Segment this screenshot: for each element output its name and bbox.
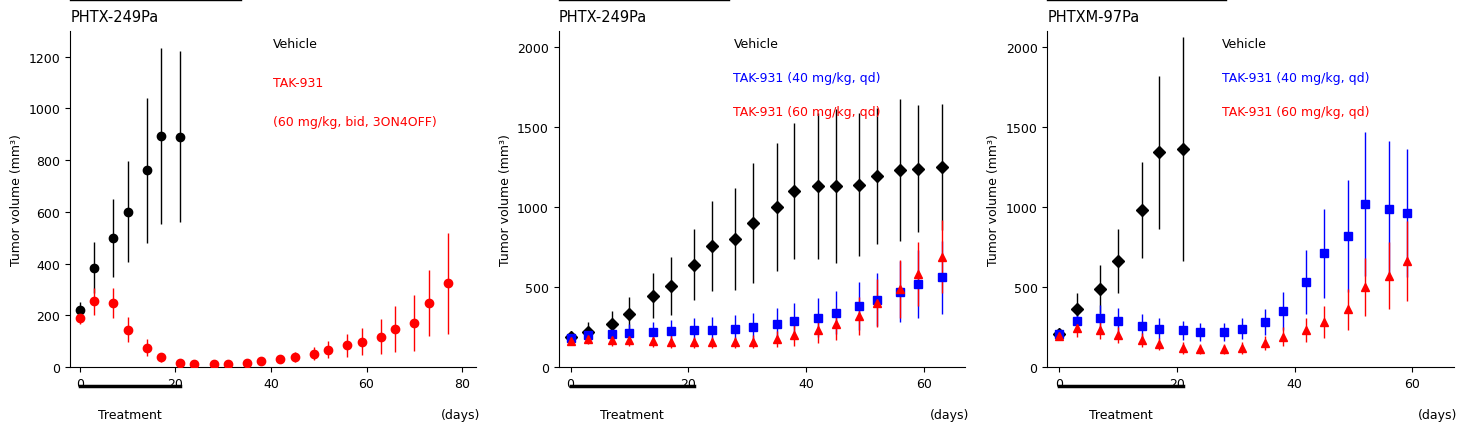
Y-axis label: Tumor volume (mm³): Tumor volume (mm³) (10, 134, 23, 265)
Text: PHTXM-97Pa: PHTXM-97Pa (1047, 10, 1140, 25)
Text: Treatment: Treatment (600, 408, 665, 421)
Text: TAK-931 (60 mg/kg, qd): TAK-931 (60 mg/kg, qd) (1222, 105, 1370, 119)
Text: (days): (days) (1419, 408, 1458, 421)
Text: (60 mg/kg, bid, 3ON4OFF): (60 mg/kg, bid, 3ON4OFF) (273, 116, 437, 129)
Text: (days): (days) (930, 408, 970, 421)
Text: Treatment: Treatment (98, 408, 161, 421)
Text: Vehicle: Vehicle (1222, 38, 1267, 51)
Text: PHTX-249Pa: PHTX-249Pa (70, 10, 158, 25)
Text: TAK-931 (40 mg/kg, qd): TAK-931 (40 mg/kg, qd) (1222, 72, 1370, 85)
Text: TAK-931: TAK-931 (273, 77, 324, 90)
Text: TAK-931 (60 mg/kg, qd): TAK-931 (60 mg/kg, qd) (734, 105, 882, 119)
Text: Vehicle: Vehicle (734, 38, 779, 51)
Text: PHTX-249Pa: PHTX-249Pa (559, 10, 647, 25)
Y-axis label: Tumor volume (mm³): Tumor volume (mm³) (987, 134, 1000, 265)
Text: Vehicle: Vehicle (273, 38, 318, 51)
Text: Treatment: Treatment (1089, 408, 1153, 421)
Text: (days): (days) (442, 408, 481, 421)
Text: TAK-931 (40 mg/kg, qd): TAK-931 (40 mg/kg, qd) (734, 72, 882, 85)
Y-axis label: Tumor volume (mm³): Tumor volume (mm³) (499, 134, 512, 265)
